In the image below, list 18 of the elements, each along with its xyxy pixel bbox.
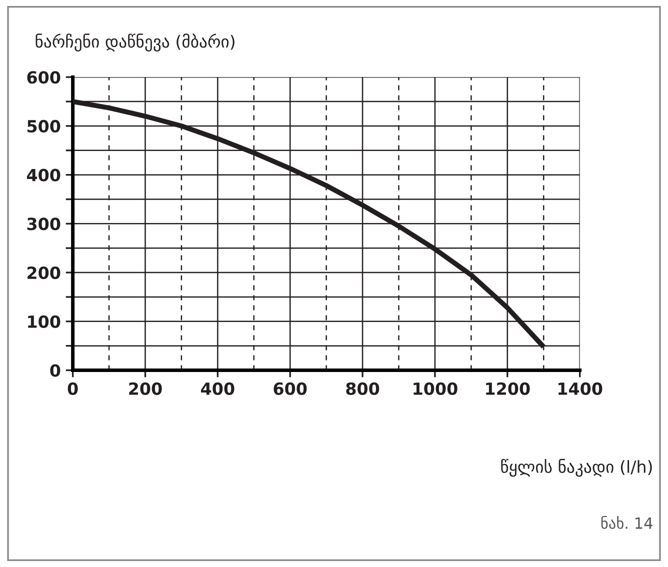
x-axis-title: წყლის ნაკადი (l/h) [501, 458, 652, 477]
y-tick-label: 400 [26, 168, 60, 182]
y-tick-label: 300 [27, 218, 60, 230]
x-tick-label: 400 [201, 382, 234, 395]
y-tick-label: 0 [50, 364, 60, 377]
x-tick-label: 0 [68, 382, 78, 395]
x-tick-label: 1000 [414, 382, 458, 395]
x-tick-label: 200 [129, 382, 162, 395]
y-tick-label: 600 [27, 71, 60, 84]
y-axis-title: ნარჩენი დაწნევა (მბარი) [36, 34, 234, 52]
x-tick-label: 1200 [486, 382, 530, 395]
y-tick-label: 500 [28, 120, 60, 133]
y-tick-label: 100 [28, 315, 60, 328]
text: ნახ. 14 [601, 516, 652, 529]
x-tick-label: 1400 [558, 382, 602, 395]
y-tick-label: 200 [28, 266, 60, 280]
x-tick-label: 800 [346, 382, 380, 395]
x-tick-label: 600 [274, 382, 307, 395]
